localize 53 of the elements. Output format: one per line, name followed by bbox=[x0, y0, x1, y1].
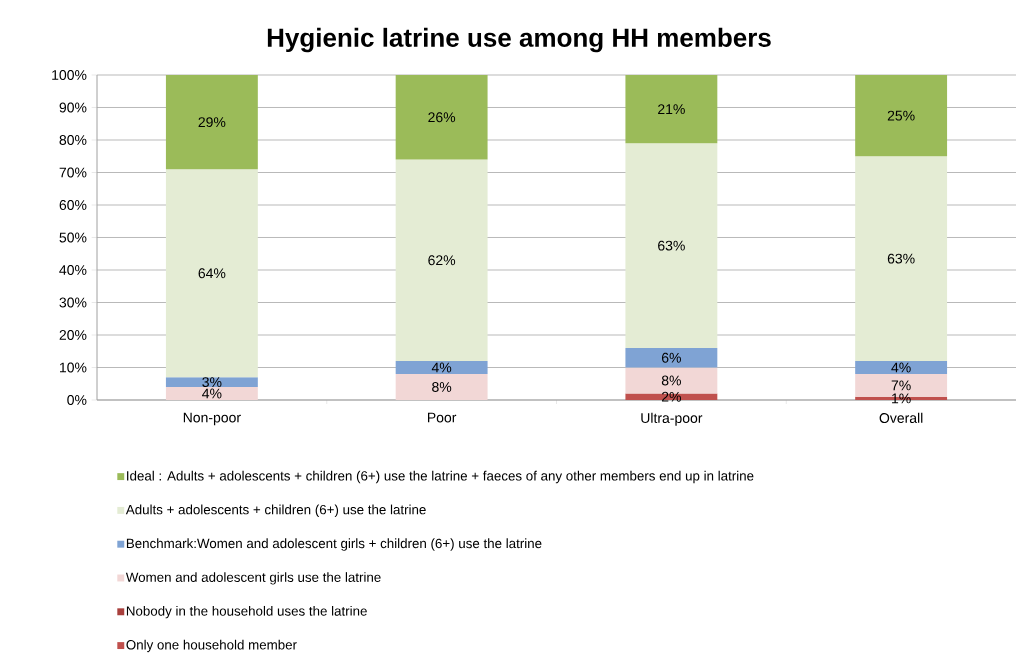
data-label: 64% bbox=[198, 268, 226, 279]
bar bbox=[625, 348, 718, 368]
x-tick-label: Ultra-poor bbox=[641, 412, 703, 426]
y-tick-label: 40% bbox=[59, 265, 87, 275]
legend-label: Ideal : Adults + adolescents + children (6+) use the latrine + faeces of any other members end up in latrine bbox=[127, 470, 754, 484]
y-tick-label: 60% bbox=[59, 200, 87, 210]
data-label: 63% bbox=[887, 253, 915, 264]
data-label: 6% bbox=[661, 352, 681, 363]
legend-label: Nobody in the household uses the latrine bbox=[126, 605, 367, 619]
y-tick-label: 30% bbox=[59, 297, 87, 308]
bar bbox=[855, 156, 948, 361]
y-tick-label: 20% bbox=[59, 330, 87, 340]
data-label: 62% bbox=[428, 255, 456, 266]
data-label: 7% bbox=[891, 380, 911, 391]
y-tick-label: 10% bbox=[60, 362, 87, 373]
x-tick-label: Poor bbox=[427, 412, 457, 423]
data-label: 29% bbox=[198, 117, 226, 128]
bar bbox=[165, 387, 258, 400]
data-label: 4% bbox=[202, 388, 222, 399]
legend-label: Adults + adolescents + children (6+) use the latrine bbox=[125, 504, 426, 517]
legend-label: Only one household member bbox=[126, 639, 297, 653]
bar bbox=[855, 75, 948, 157]
bar bbox=[625, 143, 718, 348]
data-label: 4% bbox=[891, 362, 911, 373]
x-tick-label: Non-poor bbox=[183, 412, 241, 426]
x-tick-label: Overall bbox=[879, 412, 923, 424]
chart-title: Hygienic latrine use among HH members bbox=[267, 27, 771, 53]
data-label: 8% bbox=[661, 375, 681, 386]
y-tick-label: 50% bbox=[59, 232, 87, 243]
data-label: 21% bbox=[658, 104, 685, 115]
data-label: 63% bbox=[658, 240, 685, 251]
bar bbox=[395, 75, 488, 160]
bar bbox=[395, 159, 488, 361]
y-tick-label: 70% bbox=[59, 167, 87, 178]
data-label: 3% bbox=[202, 377, 222, 388]
legend-label: Benchmark:Women and adolescent girls + children (6+) use the latrine bbox=[126, 538, 542, 551]
y-tick-label: 90% bbox=[59, 102, 87, 113]
y-tick-label: 100% bbox=[52, 70, 87, 80]
bar bbox=[395, 361, 488, 374]
legend-label: Women and adolescent girls use the latrine bbox=[125, 572, 381, 585]
data-label: 2% bbox=[661, 391, 681, 402]
y-tick-label: 80% bbox=[59, 135, 87, 145]
bar bbox=[395, 374, 488, 400]
bar bbox=[165, 169, 258, 378]
bar bbox=[165, 75, 258, 170]
data-label: 26% bbox=[428, 112, 456, 123]
bar bbox=[165, 377, 258, 387]
data-label: 25% bbox=[887, 110, 915, 121]
y-tick-label: 0% bbox=[67, 395, 87, 405]
bar bbox=[625, 75, 718, 144]
bar bbox=[855, 361, 948, 374]
data-label: 8% bbox=[432, 382, 452, 392]
data-label: 4% bbox=[431, 362, 452, 373]
